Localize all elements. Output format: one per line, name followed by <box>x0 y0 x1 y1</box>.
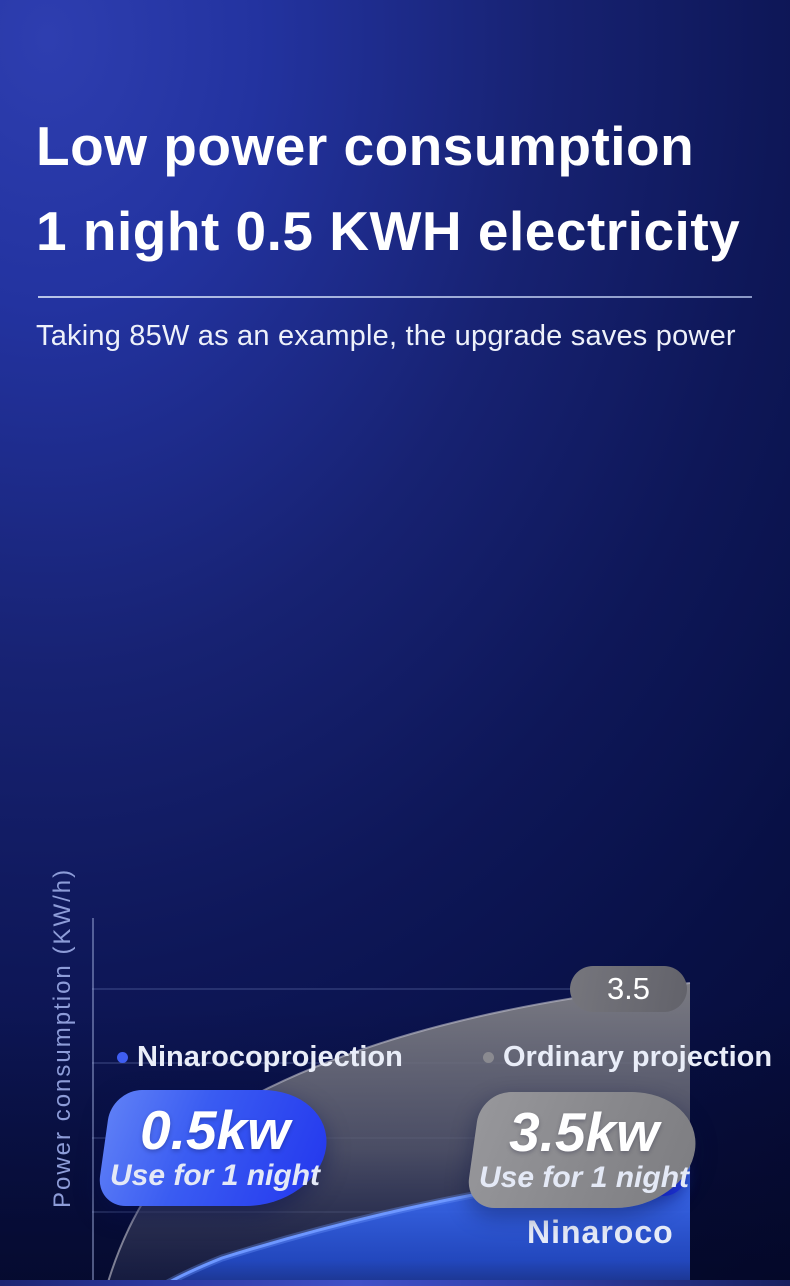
badge-ninaroco-caption: Use for 1 night <box>109 1159 320 1192</box>
badge-ordinary: 3.5kw Use for 1 night <box>464 1092 704 1208</box>
legend-item-ordinary: Ordinary projection <box>483 1040 772 1074</box>
badge-ninaroco-content: 0.5kw Use for 1 night <box>109 1099 320 1194</box>
badge-ordinary-value: 3.5kw <box>509 1101 659 1163</box>
legend-dot-gray-icon <box>483 1051 494 1063</box>
badge-ordinary-content: 3.5kw Use for 1 night <box>478 1101 689 1196</box>
title-line-1: Low power consumption <box>36 115 695 177</box>
power-consumption-chart: Power consumption (KW/h) <box>0 450 790 1286</box>
title-line-2: 1 night 0.5 KWH electricity <box>36 200 741 262</box>
y-axis-label: Power consumption (KW/h) <box>49 867 76 1208</box>
subtitle: Taking 85W as an example, the upgrade sa… <box>36 320 736 352</box>
ordinary-value-pill: 3.5 <box>570 966 687 1012</box>
legend-dot-blue-icon <box>117 1051 128 1063</box>
ordinary-value-label: 3.5 <box>606 971 651 1006</box>
divider-line <box>38 296 752 298</box>
brand-annotation: Ninaroco <box>527 1214 674 1250</box>
badge-ninaroco: 0.5kw Use for 1 night <box>95 1090 335 1206</box>
bottom-accent-strip <box>0 1280 790 1286</box>
badge-ninaroco-value: 0.5kw <box>140 1099 290 1161</box>
legend-label-ordinary: Ordinary projection <box>503 1040 773 1073</box>
page-title: Low power consumption 1 night 0.5 KWH el… <box>36 104 740 274</box>
badge-ordinary-caption: Use for 1 night <box>478 1161 689 1194</box>
legend-item-ninaroco: Ninarocoprojection <box>117 1040 403 1074</box>
legend-label-ninaroco: Ninarocoprojection <box>137 1040 403 1073</box>
